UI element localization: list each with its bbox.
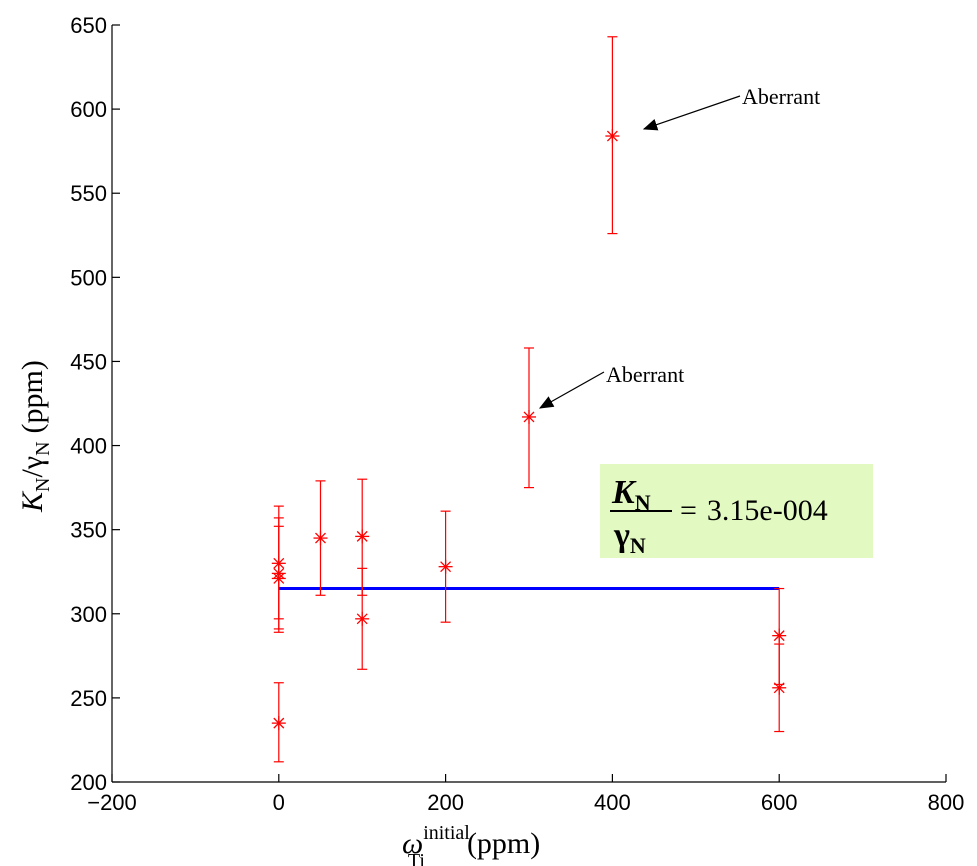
data-points	[271, 36, 787, 763]
y-tick-label: 200	[70, 770, 107, 795]
marker-d2	[273, 717, 285, 729]
x-tick-label: 800	[928, 790, 965, 815]
y-tick-label: 350	[70, 518, 107, 543]
annotation-arrow-1	[538, 371, 605, 409]
annotation-arrow-2	[642, 95, 741, 131]
result-numerator: K	[611, 474, 637, 511]
y-tick-label: 650	[70, 13, 107, 38]
data-point	[271, 525, 286, 633]
result-equals: =	[680, 494, 697, 527]
svg-text:γN: γN	[613, 517, 646, 558]
x-axis-label: ωinitial Ti (ppm)	[402, 822, 540, 866]
marker-d2	[606, 130, 618, 142]
annotations: Aberrant Aberrant	[538, 84, 820, 409]
x-ticks: −200 0 200 400 600 800	[87, 774, 964, 815]
data-point	[522, 347, 536, 489]
x-tick-label: 400	[594, 790, 631, 815]
y-ticks: 200 250 300 350 400 450 500 550 600 650	[70, 13, 120, 795]
annotation-label-1: Aberrant	[606, 362, 684, 387]
y-axis-label: KN/γN(ppm)	[16, 360, 54, 513]
y-label-gamma: γ	[16, 456, 49, 470]
y-tick-label: 450	[70, 349, 107, 374]
marker-d2	[356, 613, 368, 625]
x-tick-label: 0	[273, 790, 285, 815]
marker-d2	[773, 682, 785, 694]
y-tick-label: 400	[70, 434, 107, 459]
y-tick-label: 550	[70, 181, 107, 206]
y-label-unit: (ppm)	[16, 360, 49, 433]
result-box: KN γN = 3.15e-004	[600, 464, 873, 558]
svg-text:KN: KN	[611, 474, 651, 515]
x-tick-label: 600	[761, 790, 798, 815]
y-label-sub1: N	[32, 478, 54, 492]
x-label-symbol: ω	[402, 827, 423, 860]
svg-text:=3.15e-004: = 3.15e-004	[680, 494, 828, 527]
result-denominator-sub: N	[630, 533, 646, 558]
y-tick-label: 600	[70, 97, 107, 122]
y-tick-label: 250	[70, 686, 107, 711]
result-value: 3.15e-004	[707, 494, 828, 527]
annotation-label-2: Aberrant	[742, 84, 820, 109]
data-point	[438, 510, 453, 623]
data-point	[605, 36, 620, 235]
x-label-subscript: Ti	[408, 850, 426, 866]
x-label-unit: (ppm)	[467, 827, 540, 860]
marker-d2	[440, 561, 452, 573]
y-label-slash: /	[16, 469, 49, 478]
y-tick-label: 300	[70, 602, 107, 627]
result-denominator: γ	[613, 517, 630, 554]
marker-d2	[356, 530, 368, 542]
data-point	[313, 480, 328, 596]
y-label-sub2: N	[32, 441, 54, 455]
data-point	[772, 643, 787, 733]
y-label-symbol: K	[16, 490, 49, 513]
x-tick-label: 200	[427, 790, 464, 815]
axes	[111, 25, 946, 783]
data-point	[355, 567, 370, 670]
result-numerator-sub: N	[635, 490, 651, 515]
marker-d2	[773, 630, 785, 642]
x-label-superscript: initial	[423, 822, 470, 844]
marker-d2	[315, 532, 326, 544]
x-tick-label: −200	[87, 790, 137, 815]
marker-d2	[273, 572, 285, 584]
data-point	[271, 682, 286, 763]
y-tick-label: 500	[70, 265, 107, 290]
marker-d2	[523, 411, 535, 423]
